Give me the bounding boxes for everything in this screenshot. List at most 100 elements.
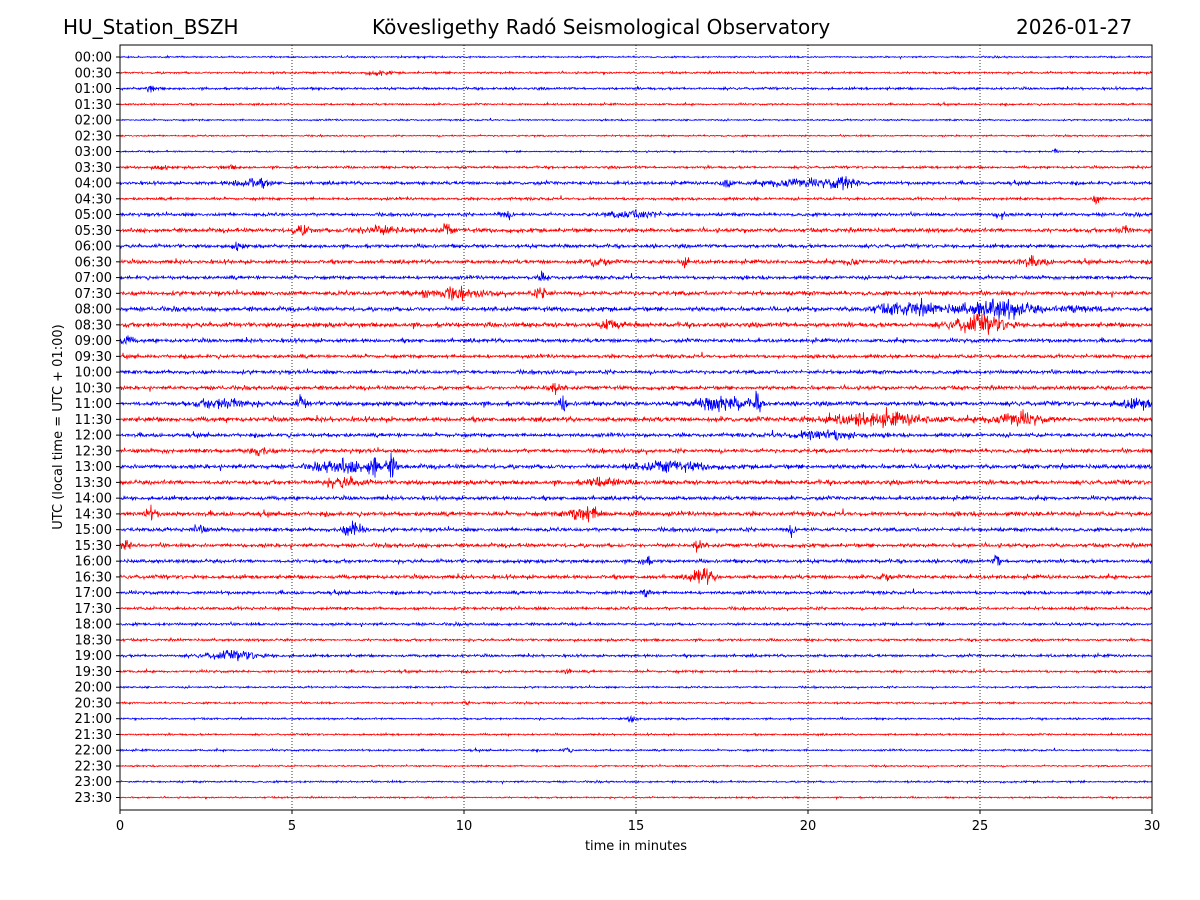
x-tick-label: 15 [628,819,645,834]
trace-0500 [119,208,1153,221]
trace-0800 [119,297,1153,320]
y-tick-label: 16:00 [75,555,112,570]
trace-1030 [119,382,1153,395]
trace-1500 [119,520,1153,539]
trace-1300 [119,452,1153,478]
x-tick-label: 30 [1144,819,1161,834]
trace-2030 [119,699,1153,707]
trace-0630 [119,254,1153,269]
trace-2200 [119,746,1153,754]
y-tick-label: 11:00 [75,397,112,412]
trace-0830 [119,313,1153,335]
y-tick-label: 04:30 [75,192,112,207]
y-tick-label: 23:30 [75,791,112,806]
y-axis-label: UTC (local time = UTC + 01:00) [51,324,66,529]
trace-0330 [119,163,1153,171]
y-tick-label: 17:30 [75,602,112,617]
trace-1130 [119,407,1153,429]
y-tick-label: 07:30 [75,287,112,302]
y-tick-label: 11:30 [75,413,112,428]
trace-2230 [119,763,1153,769]
trace-2000 [119,684,1153,691]
trace-0730 [119,285,1153,301]
trace-1330 [119,475,1153,489]
y-tick-label: 19:00 [75,649,112,664]
y-tick-label: 15:30 [75,539,112,554]
y-tick-label: 15:00 [75,523,112,538]
y-tick-label: 00:30 [75,66,112,81]
y-tick-label: 17:00 [75,586,112,601]
x-tick-label: 0 [116,819,124,834]
trace-0600 [119,241,1153,252]
y-tick-label: 03:00 [75,145,112,160]
y-tick-label: 14:30 [75,507,112,522]
trace-1600 [119,554,1153,566]
trace-0030 [119,69,1153,77]
trace-1700 [119,588,1153,598]
y-tick-label: 04:00 [75,177,112,192]
y-tick-label: 19:30 [75,665,112,680]
trace-1400 [119,494,1153,503]
station-label: HU_Station_BSZH [63,15,239,39]
trace-0300 [119,148,1153,154]
y-tick-label: 18:00 [75,618,112,633]
trace-1200 [119,429,1153,442]
y-tick-label: 22:30 [75,759,112,774]
y-tick-label: 02:00 [75,114,112,129]
x-tick-label: 25 [972,819,989,834]
y-tick-label: 07:00 [75,271,112,286]
y-tick-label: 23:00 [75,775,112,790]
trace-0400 [119,176,1153,191]
y-tick-label: 03:30 [75,161,112,176]
trace-1800 [119,620,1153,628]
y-tick-label: 08:00 [75,303,112,318]
trace-0200 [119,117,1153,123]
date-label: 2026-01-27 [1016,15,1133,39]
trace-1000 [119,368,1153,376]
y-tick-label: 12:30 [75,444,112,459]
y-tick-label: 02:30 [75,129,112,144]
trace-0700 [119,270,1153,282]
y-tick-label: 09:00 [75,334,112,349]
y-tick-label: 06:00 [75,240,112,255]
y-tick-label: 21:30 [75,728,112,743]
y-tick-label: 13:00 [75,460,112,475]
trace-0900 [119,335,1153,346]
trace-1100 [119,390,1153,413]
y-tick-label: 20:30 [75,696,112,711]
x-tick-label: 20 [800,819,817,834]
trace-0230 [119,133,1153,139]
trace-1230 [119,446,1153,457]
y-tick-label: 05:30 [75,224,112,239]
chart-title: Kövesligethy Radó Seismological Observat… [372,15,831,39]
trace-0000 [119,54,1153,60]
trace-2130 [119,731,1153,738]
trace-1730 [119,604,1153,612]
y-tick-label: 01:30 [75,98,112,113]
y-tick-label: 20:00 [75,681,112,696]
trace-0130 [119,100,1153,108]
trace-2330 [119,795,1153,801]
trace-1830 [119,636,1153,643]
y-tick-label: 01:00 [75,82,112,97]
y-tick-label: 10:00 [75,366,112,381]
y-tick-label: 10:30 [75,381,112,396]
trace-0430 [119,195,1153,206]
trace-1930 [119,667,1153,675]
y-tick-label: 08:30 [75,318,112,333]
y-tick-label: 18:30 [75,633,112,648]
y-tick-label: 22:00 [75,744,112,759]
y-tick-label: 06:30 [75,255,112,270]
y-tick-label: 12:00 [75,429,112,444]
x-axis-label: time in minutes [585,839,687,854]
y-tick-label: 00:00 [75,51,112,66]
trace-1630 [119,567,1153,585]
x-tick-label: 10 [456,819,473,834]
trace-1530 [119,539,1153,553]
trace-1430 [119,504,1153,523]
y-tick-label: 13:30 [75,476,112,491]
y-tick-label: 05:00 [75,208,112,223]
trace-0100 [119,85,1153,93]
trace-0930 [119,351,1153,360]
